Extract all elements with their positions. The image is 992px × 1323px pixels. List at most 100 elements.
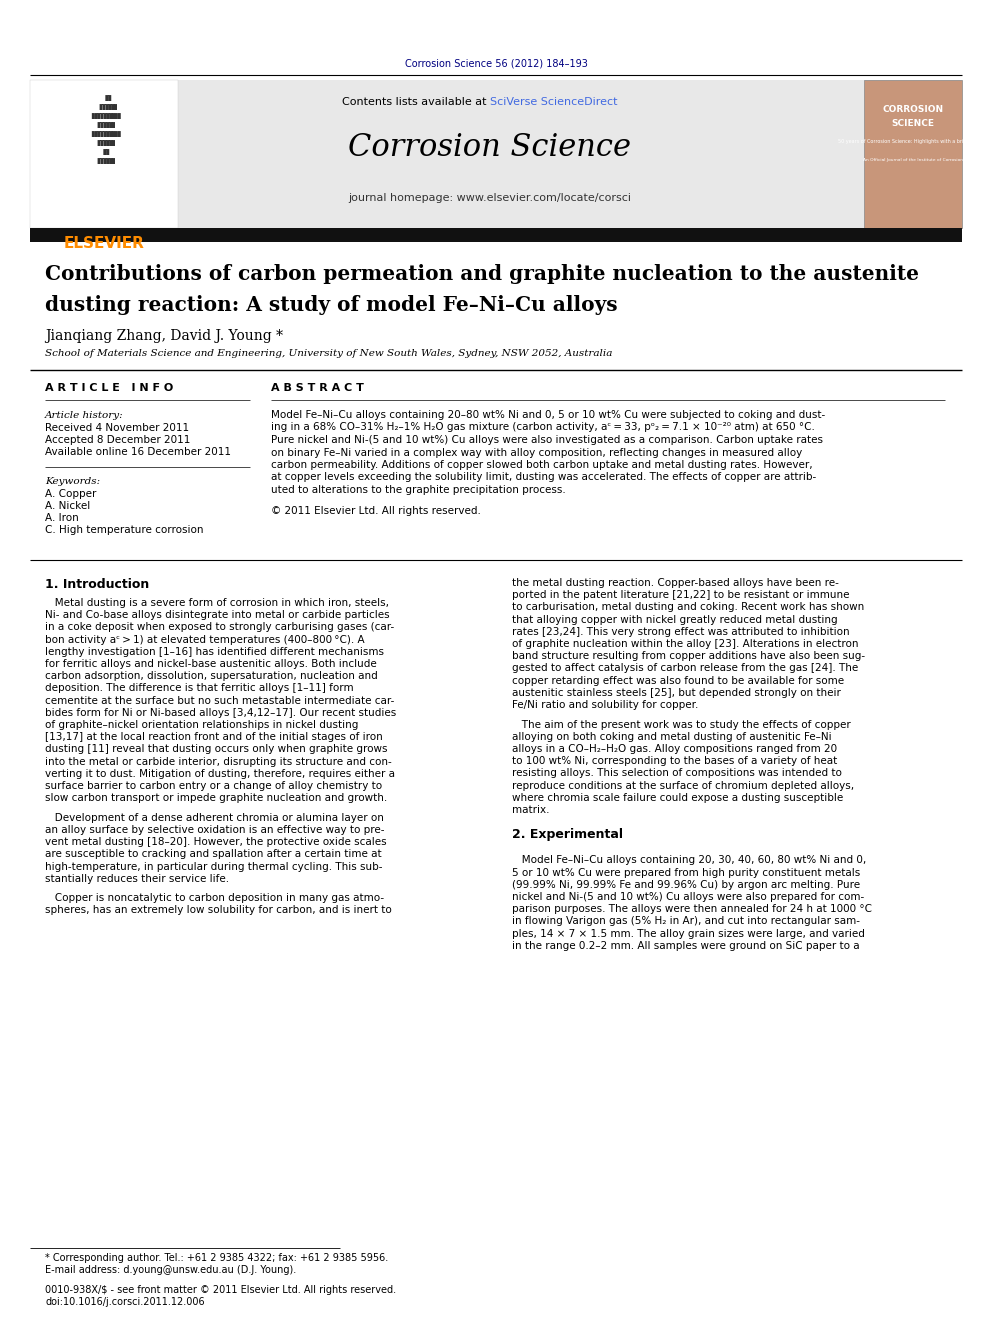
Text: An Official Journal of the Institute of Corrosion: An Official Journal of the Institute of … bbox=[863, 157, 963, 161]
Text: A B S T R A C T: A B S T R A C T bbox=[271, 382, 364, 393]
Text: Article history:: Article history: bbox=[45, 410, 124, 419]
Text: Metal dusting is a severe form of corrosion in which iron, steels,: Metal dusting is a severe form of corros… bbox=[45, 598, 389, 609]
Text: stantially reduces their service life.: stantially reduces their service life. bbox=[45, 873, 229, 884]
Text: for ferritic alloys and nickel-base austenitic alloys. Both include: for ferritic alloys and nickel-base aust… bbox=[45, 659, 377, 669]
Text: journal homepage: www.elsevier.com/locate/corsci: journal homepage: www.elsevier.com/locat… bbox=[348, 193, 632, 202]
Text: the metal dusting reaction. Copper-based alloys have been re-: the metal dusting reaction. Copper-based… bbox=[512, 578, 839, 587]
Text: Corrosion Science: Corrosion Science bbox=[348, 132, 632, 164]
Text: reproduce conditions at the surface of chromium depleted alloys,: reproduce conditions at the surface of c… bbox=[512, 781, 854, 791]
Text: Accepted 8 December 2011: Accepted 8 December 2011 bbox=[45, 435, 190, 445]
Text: ██████: ██████ bbox=[89, 122, 121, 128]
Text: A. Copper: A. Copper bbox=[45, 490, 96, 499]
Text: 0010-938X/$ - see front matter © 2011 Elsevier Ltd. All rights reserved.: 0010-938X/$ - see front matter © 2011 El… bbox=[45, 1285, 396, 1295]
Text: School of Materials Science and Engineering, University of New South Wales, Sydn: School of Materials Science and Engineer… bbox=[45, 349, 612, 359]
Bar bbox=[30, 79, 178, 228]
Text: in a coke deposit when exposed to strongly carburising gases (car-: in a coke deposit when exposed to strong… bbox=[45, 622, 394, 632]
Text: Development of a dense adherent chromia or alumina layer on: Development of a dense adherent chromia … bbox=[45, 812, 384, 823]
Text: cementite at the surface but no such metastable intermediate car-: cementite at the surface but no such met… bbox=[45, 696, 395, 705]
Text: Pure nickel and Ni-(5 and 10 wt%) Cu alloys were also investigated as a comparis: Pure nickel and Ni-(5 and 10 wt%) Cu all… bbox=[271, 435, 823, 445]
Text: 5 or 10 wt% Cu were prepared from high purity constituent metals: 5 or 10 wt% Cu were prepared from high p… bbox=[512, 868, 860, 877]
Text: ██████: ██████ bbox=[90, 105, 119, 110]
Text: to carburisation, metal dusting and coking. Recent work has shown: to carburisation, metal dusting and coki… bbox=[512, 602, 864, 613]
Text: ELSEVIER: ELSEVIER bbox=[63, 237, 145, 251]
Text: CORROSION: CORROSION bbox=[883, 106, 943, 115]
Text: austenitic stainless steels [25], but depended strongly on their: austenitic stainless steels [25], but de… bbox=[512, 688, 841, 697]
Text: bides form for Ni or Ni-based alloys [3,4,12–17]. Our recent studies: bides form for Ni or Ni-based alloys [3,… bbox=[45, 708, 396, 718]
Text: C. High temperature corrosion: C. High temperature corrosion bbox=[45, 525, 203, 534]
Text: gested to affect catalysis of carbon release from the gas [24]. The: gested to affect catalysis of carbon rel… bbox=[512, 663, 858, 673]
Text: (99.99% Ni, 99.99% Fe and 99.96% Cu) by argon arc melting. Pure: (99.99% Ni, 99.99% Fe and 99.96% Cu) by … bbox=[512, 880, 860, 890]
Text: Contributions of carbon permeation and graphite nucleation to the austenite: Contributions of carbon permeation and g… bbox=[45, 265, 919, 284]
Text: 50 years of Corrosion Science: Highlights with a bright future: 50 years of Corrosion Science: Highlight… bbox=[838, 139, 988, 144]
Text: bon activity aᶜ > 1) at elevated temperatures (400–800 °C). A: bon activity aᶜ > 1) at elevated tempera… bbox=[45, 635, 365, 644]
Text: Fe/Ni ratio and solubility for copper.: Fe/Ni ratio and solubility for copper. bbox=[512, 700, 698, 710]
Text: Ni- and Co-base alloys disintegrate into metal or carbide particles: Ni- and Co-base alloys disintegrate into… bbox=[45, 610, 390, 620]
Text: Copper is noncatalytic to carbon deposition in many gas atmo-: Copper is noncatalytic to carbon deposit… bbox=[45, 893, 384, 904]
Text: ██████: ██████ bbox=[89, 140, 121, 146]
Text: 1. Introduction: 1. Introduction bbox=[45, 578, 149, 591]
Text: of graphite nucleation within the alloy [23]. Alterations in electron: of graphite nucleation within the alloy … bbox=[512, 639, 858, 650]
Text: where chromia scale failure could expose a dusting susceptible: where chromia scale failure could expose… bbox=[512, 792, 843, 803]
Text: copper retarding effect was also found to be available for some: copper retarding effect was also found t… bbox=[512, 676, 844, 685]
Text: ██████████: ██████████ bbox=[89, 131, 121, 138]
Text: on binary Fe–Ni varied in a complex way with alloy composition, reflecting chang: on binary Fe–Ni varied in a complex way … bbox=[271, 447, 803, 458]
Text: an alloy surface by selective oxidation is an effective way to pre-: an alloy surface by selective oxidation … bbox=[45, 826, 385, 835]
Text: ing in a 68% CO–31% H₂–1% H₂O gas mixture (carbon activity, aᶜ = 33, pᵒ₂ = 7.1 ×: ing in a 68% CO–31% H₂–1% H₂O gas mixtur… bbox=[271, 422, 814, 433]
Text: dusting [11] reveal that dusting occurs only when graphite grows: dusting [11] reveal that dusting occurs … bbox=[45, 745, 388, 754]
Text: carbon permeability. Additions of copper slowed both carbon uptake and metal dus: carbon permeability. Additions of copper… bbox=[271, 460, 812, 470]
Text: Contents lists available at: Contents lists available at bbox=[342, 97, 490, 107]
Text: parison purposes. The alloys were then annealed for 24 h at 1000 °C: parison purposes. The alloys were then a… bbox=[512, 904, 872, 914]
Text: E-mail address: d.young@unsw.edu.au (D.J. Young).: E-mail address: d.young@unsw.edu.au (D.J… bbox=[45, 1265, 297, 1275]
Text: Received 4 November 2011: Received 4 November 2011 bbox=[45, 423, 189, 433]
Text: SciVerse ScienceDirect: SciVerse ScienceDirect bbox=[490, 97, 617, 107]
Text: nickel and Ni-(5 and 10 wt%) Cu alloys were also prepared for com-: nickel and Ni-(5 and 10 wt%) Cu alloys w… bbox=[512, 892, 864, 902]
Text: [13,17] at the local reaction front and of the initial stages of iron: [13,17] at the local reaction front and … bbox=[45, 732, 383, 742]
Text: A R T I C L E   I N F O: A R T I C L E I N F O bbox=[45, 382, 174, 393]
Text: ██████████: ██████████ bbox=[89, 112, 121, 119]
Text: resisting alloys. This selection of compositions was intended to: resisting alloys. This selection of comp… bbox=[512, 769, 842, 778]
Text: Model Fe–Ni–Cu alloys containing 20, 30, 40, 60, 80 wt% Ni and 0,: Model Fe–Ni–Cu alloys containing 20, 30,… bbox=[512, 856, 866, 865]
Bar bbox=[864, 79, 962, 228]
Text: in the range 0.2–2 mm. All samples were ground on SiC paper to a: in the range 0.2–2 mm. All samples were … bbox=[512, 941, 860, 951]
Text: Jianqiang Zhang, David J. Young *: Jianqiang Zhang, David J. Young * bbox=[45, 329, 283, 343]
Bar bbox=[30, 79, 962, 228]
Text: matrix.: matrix. bbox=[512, 804, 550, 815]
Text: verting it to dust. Mitigation of dusting, therefore, requires either a: verting it to dust. Mitigation of dustin… bbox=[45, 769, 395, 779]
Text: 2. Experimental: 2. Experimental bbox=[512, 828, 623, 841]
Text: SCIENCE: SCIENCE bbox=[892, 119, 934, 128]
Text: alloying on both coking and metal dusting of austenitic Fe–Ni: alloying on both coking and metal dustin… bbox=[512, 732, 831, 742]
Text: rates [23,24]. This very strong effect was attributed to inhibition: rates [23,24]. This very strong effect w… bbox=[512, 627, 849, 636]
Text: doi:10.1016/j.corsci.2011.12.006: doi:10.1016/j.corsci.2011.12.006 bbox=[45, 1297, 204, 1307]
Text: slow carbon transport or impede graphite nucleation and growth.: slow carbon transport or impede graphite… bbox=[45, 794, 387, 803]
Text: to 100 wt% Ni, corresponding to the bases of a variety of heat: to 100 wt% Ni, corresponding to the base… bbox=[512, 757, 837, 766]
Text: A. Nickel: A. Nickel bbox=[45, 501, 90, 511]
Text: dusting reaction: A study of model Fe–Ni–Cu alloys: dusting reaction: A study of model Fe–Ni… bbox=[45, 295, 618, 315]
Text: © 2011 Elsevier Ltd. All rights reserved.: © 2011 Elsevier Ltd. All rights reserved… bbox=[271, 505, 481, 516]
Text: * Corresponding author. Tel.: +61 2 9385 4322; fax: +61 2 9385 5956.: * Corresponding author. Tel.: +61 2 9385… bbox=[45, 1253, 388, 1263]
Text: high-temperature, in particular during thermal cycling. This sub-: high-temperature, in particular during t… bbox=[45, 861, 383, 872]
Text: Keywords:: Keywords: bbox=[45, 476, 100, 486]
Text: vent metal dusting [18–20]. However, the protective oxide scales: vent metal dusting [18–20]. However, the… bbox=[45, 837, 387, 847]
Bar bbox=[30, 228, 962, 242]
Text: ██: ██ bbox=[90, 95, 119, 101]
Text: band structure resulting from copper additions have also been sug-: band structure resulting from copper add… bbox=[512, 651, 865, 662]
Text: at copper levels exceeding the solubility limit, dusting was accelerated. The ef: at copper levels exceeding the solubilit… bbox=[271, 472, 816, 483]
Text: ported in the patent literature [21,22] to be resistant or immune: ported in the patent literature [21,22] … bbox=[512, 590, 849, 601]
Text: ples, 14 × 7 × 1.5 mm. The alloy grain sizes were large, and varied: ples, 14 × 7 × 1.5 mm. The alloy grain s… bbox=[512, 929, 865, 938]
Text: alloys in a CO–H₂–H₂O gas. Alloy compositions ranged from 20: alloys in a CO–H₂–H₂O gas. Alloy composi… bbox=[512, 744, 837, 754]
Text: into the metal or carbide interior, disrupting its structure and con-: into the metal or carbide interior, disr… bbox=[45, 757, 392, 766]
Text: that alloying copper with nickel greatly reduced metal dusting: that alloying copper with nickel greatly… bbox=[512, 615, 837, 624]
Text: lengthy investigation [1–16] has identified different mechanisms: lengthy investigation [1–16] has identif… bbox=[45, 647, 384, 656]
Text: A. Iron: A. Iron bbox=[45, 513, 78, 523]
Text: ██████: ██████ bbox=[89, 157, 121, 164]
Text: ██: ██ bbox=[89, 149, 121, 155]
Text: Corrosion Science 56 (2012) 184–193: Corrosion Science 56 (2012) 184–193 bbox=[405, 58, 587, 67]
Text: in flowing Varigon gas (5% H₂ in Ar), and cut into rectangular sam-: in flowing Varigon gas (5% H₂ in Ar), an… bbox=[512, 917, 860, 926]
Text: Model Fe–Ni–Cu alloys containing 20–80 wt% Ni and 0, 5 or 10 wt% Cu were subject: Model Fe–Ni–Cu alloys containing 20–80 w… bbox=[271, 410, 825, 419]
Text: are susceptible to cracking and spallation after a certain time at: are susceptible to cracking and spallati… bbox=[45, 849, 382, 860]
Text: uted to alterations to the graphite precipitation process.: uted to alterations to the graphite prec… bbox=[271, 486, 565, 495]
Text: spheres, has an extremely low solubility for carbon, and is inert to: spheres, has an extremely low solubility… bbox=[45, 905, 392, 916]
Text: of graphite–nickel orientation relationships in nickel dusting: of graphite–nickel orientation relations… bbox=[45, 720, 358, 730]
Text: surface barrier to carbon entry or a change of alloy chemistry to: surface barrier to carbon entry or a cha… bbox=[45, 781, 382, 791]
Text: deposition. The difference is that ferritic alloys [1–11] form: deposition. The difference is that ferri… bbox=[45, 684, 353, 693]
